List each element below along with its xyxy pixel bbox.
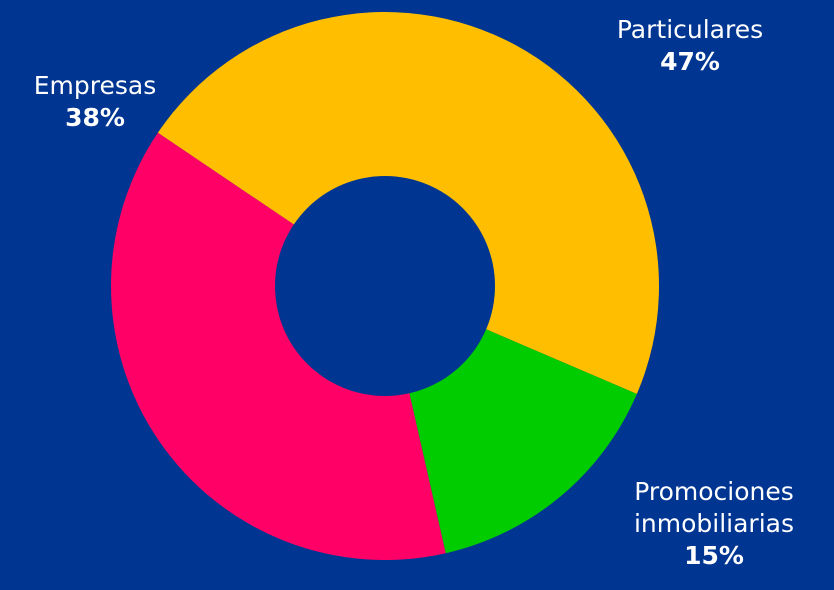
label-particulares: Particulares 47%	[570, 14, 810, 78]
label-empresas-value: 38%	[65, 103, 125, 132]
label-empresas: Empresas 38%	[0, 70, 190, 134]
label-promociones-value: 15%	[684, 541, 744, 570]
slice-empresas	[111, 132, 446, 561]
label-empresas-name: Empresas	[33, 71, 157, 100]
label-promociones-line2: inmobiliarias	[633, 509, 795, 538]
label-particulares-value: 47%	[660, 47, 720, 76]
label-promociones: Promociones inmobiliarias 15%	[596, 476, 832, 572]
label-particulares-name: Particulares	[616, 15, 764, 44]
label-promociones-line1: Promociones	[634, 477, 794, 506]
donut-hole	[275, 176, 495, 396]
